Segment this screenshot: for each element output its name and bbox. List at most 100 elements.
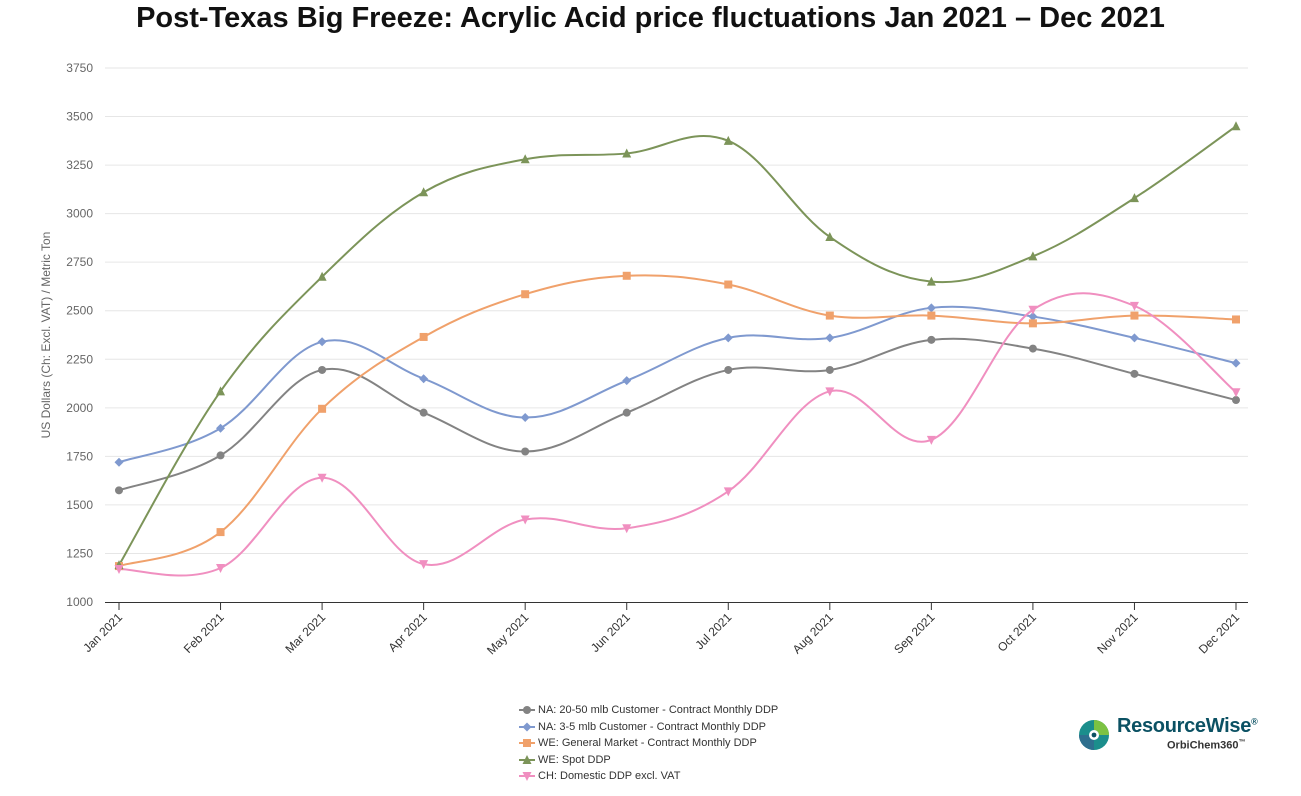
data-point-s5-6[interactable] xyxy=(622,524,632,534)
series-line-3[interactable] xyxy=(118,274,1237,568)
data-point-s4-4[interactable] xyxy=(419,187,429,197)
series-line-5[interactable] xyxy=(118,292,1237,577)
data-point-s2-7[interactable] xyxy=(723,333,733,343)
y-tick-label: 1750 xyxy=(66,449,93,463)
y-tick-label: 2500 xyxy=(66,304,93,318)
legend-marker[interactable] xyxy=(522,722,532,732)
data-point-s4-10[interactable] xyxy=(1028,251,1038,261)
legend-swatch xyxy=(519,739,535,748)
data-point-s5-3[interactable] xyxy=(317,473,327,483)
legend-label: CH: Domestic DDP excl. VAT xyxy=(538,770,681,783)
data-point-s1-6[interactable] xyxy=(622,408,631,417)
data-point-s2-8[interactable] xyxy=(825,333,835,343)
data-point-s3-8[interactable] xyxy=(825,311,834,320)
data-point-s2-12[interactable] xyxy=(1231,358,1241,368)
x-tick-label: Jan 2021 xyxy=(80,610,125,655)
data-point-s2-6[interactable] xyxy=(622,376,632,386)
chart-legend[interactable]: NA: 20-50 mlb Customer - Contract Monthl… xyxy=(519,702,778,785)
data-point-s4-9[interactable] xyxy=(926,276,936,286)
data-point-s2-2[interactable] xyxy=(216,423,226,433)
data-point-s4-5[interactable] xyxy=(520,154,530,164)
x-tick-label: Oct 2021 xyxy=(995,610,1040,655)
legend-marker[interactable] xyxy=(523,706,531,715)
data-point-s3-10[interactable] xyxy=(1028,319,1037,328)
legend-marker[interactable] xyxy=(522,772,532,782)
resourcewise-logo: ResourceWise® OrbiChem360™ xyxy=(1077,715,1277,755)
x-tick-label: Feb 2021 xyxy=(181,610,227,656)
data-point-s1-8[interactable] xyxy=(825,365,834,374)
legend-item-1[interactable]: NA: 20-50 mlb Customer - Contract Monthl… xyxy=(519,702,778,719)
data-point-s5-11[interactable] xyxy=(1129,301,1139,311)
legend-item-4[interactable]: WE: Spot DDP xyxy=(519,752,778,769)
data-point-s2-3[interactable] xyxy=(317,337,327,347)
data-point-s3-2[interactable] xyxy=(216,528,225,537)
data-point-s2-5[interactable] xyxy=(520,413,530,423)
data-point-s1-1[interactable] xyxy=(115,486,123,495)
legend-item-2[interactable]: NA: 3-5 mlb Customer - Contract Monthly … xyxy=(519,719,778,736)
data-point-s3-6[interactable] xyxy=(622,271,631,280)
y-tick-label: 2250 xyxy=(66,352,93,366)
legend-label: WE: General Market - Contract Monthly DD… xyxy=(538,737,757,750)
data-point-s3-9[interactable] xyxy=(927,311,936,320)
data-point-s3-11[interactable] xyxy=(1130,311,1139,320)
series-line-1[interactable] xyxy=(118,337,1237,492)
data-point-s4-12[interactable] xyxy=(1231,121,1241,131)
data-point-s4-11[interactable] xyxy=(1129,193,1139,203)
legend-swatch xyxy=(519,722,535,732)
series-line-4[interactable] xyxy=(118,125,1237,566)
data-point-s3-7[interactable] xyxy=(724,280,733,289)
x-tick-label: May 2021 xyxy=(484,610,531,657)
series-markers xyxy=(114,121,1241,574)
data-point-s1-11[interactable] xyxy=(1130,369,1139,378)
grid-lines xyxy=(105,67,1248,554)
data-point-s2-11[interactable] xyxy=(1129,333,1139,343)
data-point-s5-10[interactable] xyxy=(1028,305,1038,315)
data-point-s4-2[interactable] xyxy=(216,386,226,396)
data-point-s1-9[interactable] xyxy=(927,335,936,344)
data-point-s5-4[interactable] xyxy=(419,560,429,570)
data-point-s2-1[interactable] xyxy=(114,457,124,467)
data-point-s1-3[interactable] xyxy=(318,365,327,374)
data-point-s4-6[interactable] xyxy=(622,148,632,158)
legend-marker[interactable] xyxy=(523,739,531,748)
data-point-s1-10[interactable] xyxy=(1028,344,1037,353)
data-point-s5-7[interactable] xyxy=(723,487,733,497)
x-tick-label: Sep 2021 xyxy=(891,610,937,656)
data-point-s4-8[interactable] xyxy=(825,231,835,241)
data-point-s2-9[interactable] xyxy=(926,303,936,313)
y-tick-label: 3500 xyxy=(66,110,93,124)
data-point-s5-8[interactable] xyxy=(825,387,835,397)
series-lines xyxy=(118,125,1237,577)
legend-label: WE: Spot DDP xyxy=(538,753,611,766)
data-point-s2-4[interactable] xyxy=(419,374,429,384)
series-line-2[interactable] xyxy=(118,305,1237,464)
x-tick-label: Mar 2021 xyxy=(282,610,328,656)
logo-main-text: ResourceWise® xyxy=(1117,715,1258,737)
y-tick-label: 2750 xyxy=(66,255,93,269)
x-tick-label: Nov 2021 xyxy=(1094,610,1140,656)
data-point-s5-1[interactable] xyxy=(114,564,124,574)
data-point-s3-5[interactable] xyxy=(521,290,530,299)
legend-swatch xyxy=(519,772,535,782)
data-point-s1-5[interactable] xyxy=(521,447,530,456)
data-point-s2-10[interactable] xyxy=(1028,312,1038,322)
data-point-s5-5[interactable] xyxy=(520,515,530,525)
data-point-s5-12[interactable] xyxy=(1231,388,1241,398)
data-point-s3-3[interactable] xyxy=(318,404,327,413)
data-point-s5-2[interactable] xyxy=(216,564,226,574)
legend-label: NA: 20-50 mlb Customer - Contract Monthl… xyxy=(538,704,779,717)
legend-item-5[interactable]: CH: Domestic DDP excl. VAT xyxy=(519,768,778,785)
x-tick-label: Jul 2021 xyxy=(692,610,734,652)
legend-marker[interactable] xyxy=(522,754,532,764)
data-point-s1-2[interactable] xyxy=(216,451,225,460)
data-point-s1-7[interactable] xyxy=(724,365,733,374)
data-point-s4-7[interactable] xyxy=(723,135,733,145)
data-point-s1-12[interactable] xyxy=(1232,396,1240,405)
data-point-s1-4[interactable] xyxy=(419,408,428,417)
legend-item-3[interactable]: WE: General Market - Contract Monthly DD… xyxy=(519,735,778,752)
data-point-s4-3[interactable] xyxy=(317,271,327,281)
data-point-s5-9[interactable] xyxy=(926,435,936,445)
y-tick-label: 3250 xyxy=(66,158,93,172)
data-point-s3-12[interactable] xyxy=(1232,315,1240,324)
data-point-s3-4[interactable] xyxy=(419,332,428,341)
